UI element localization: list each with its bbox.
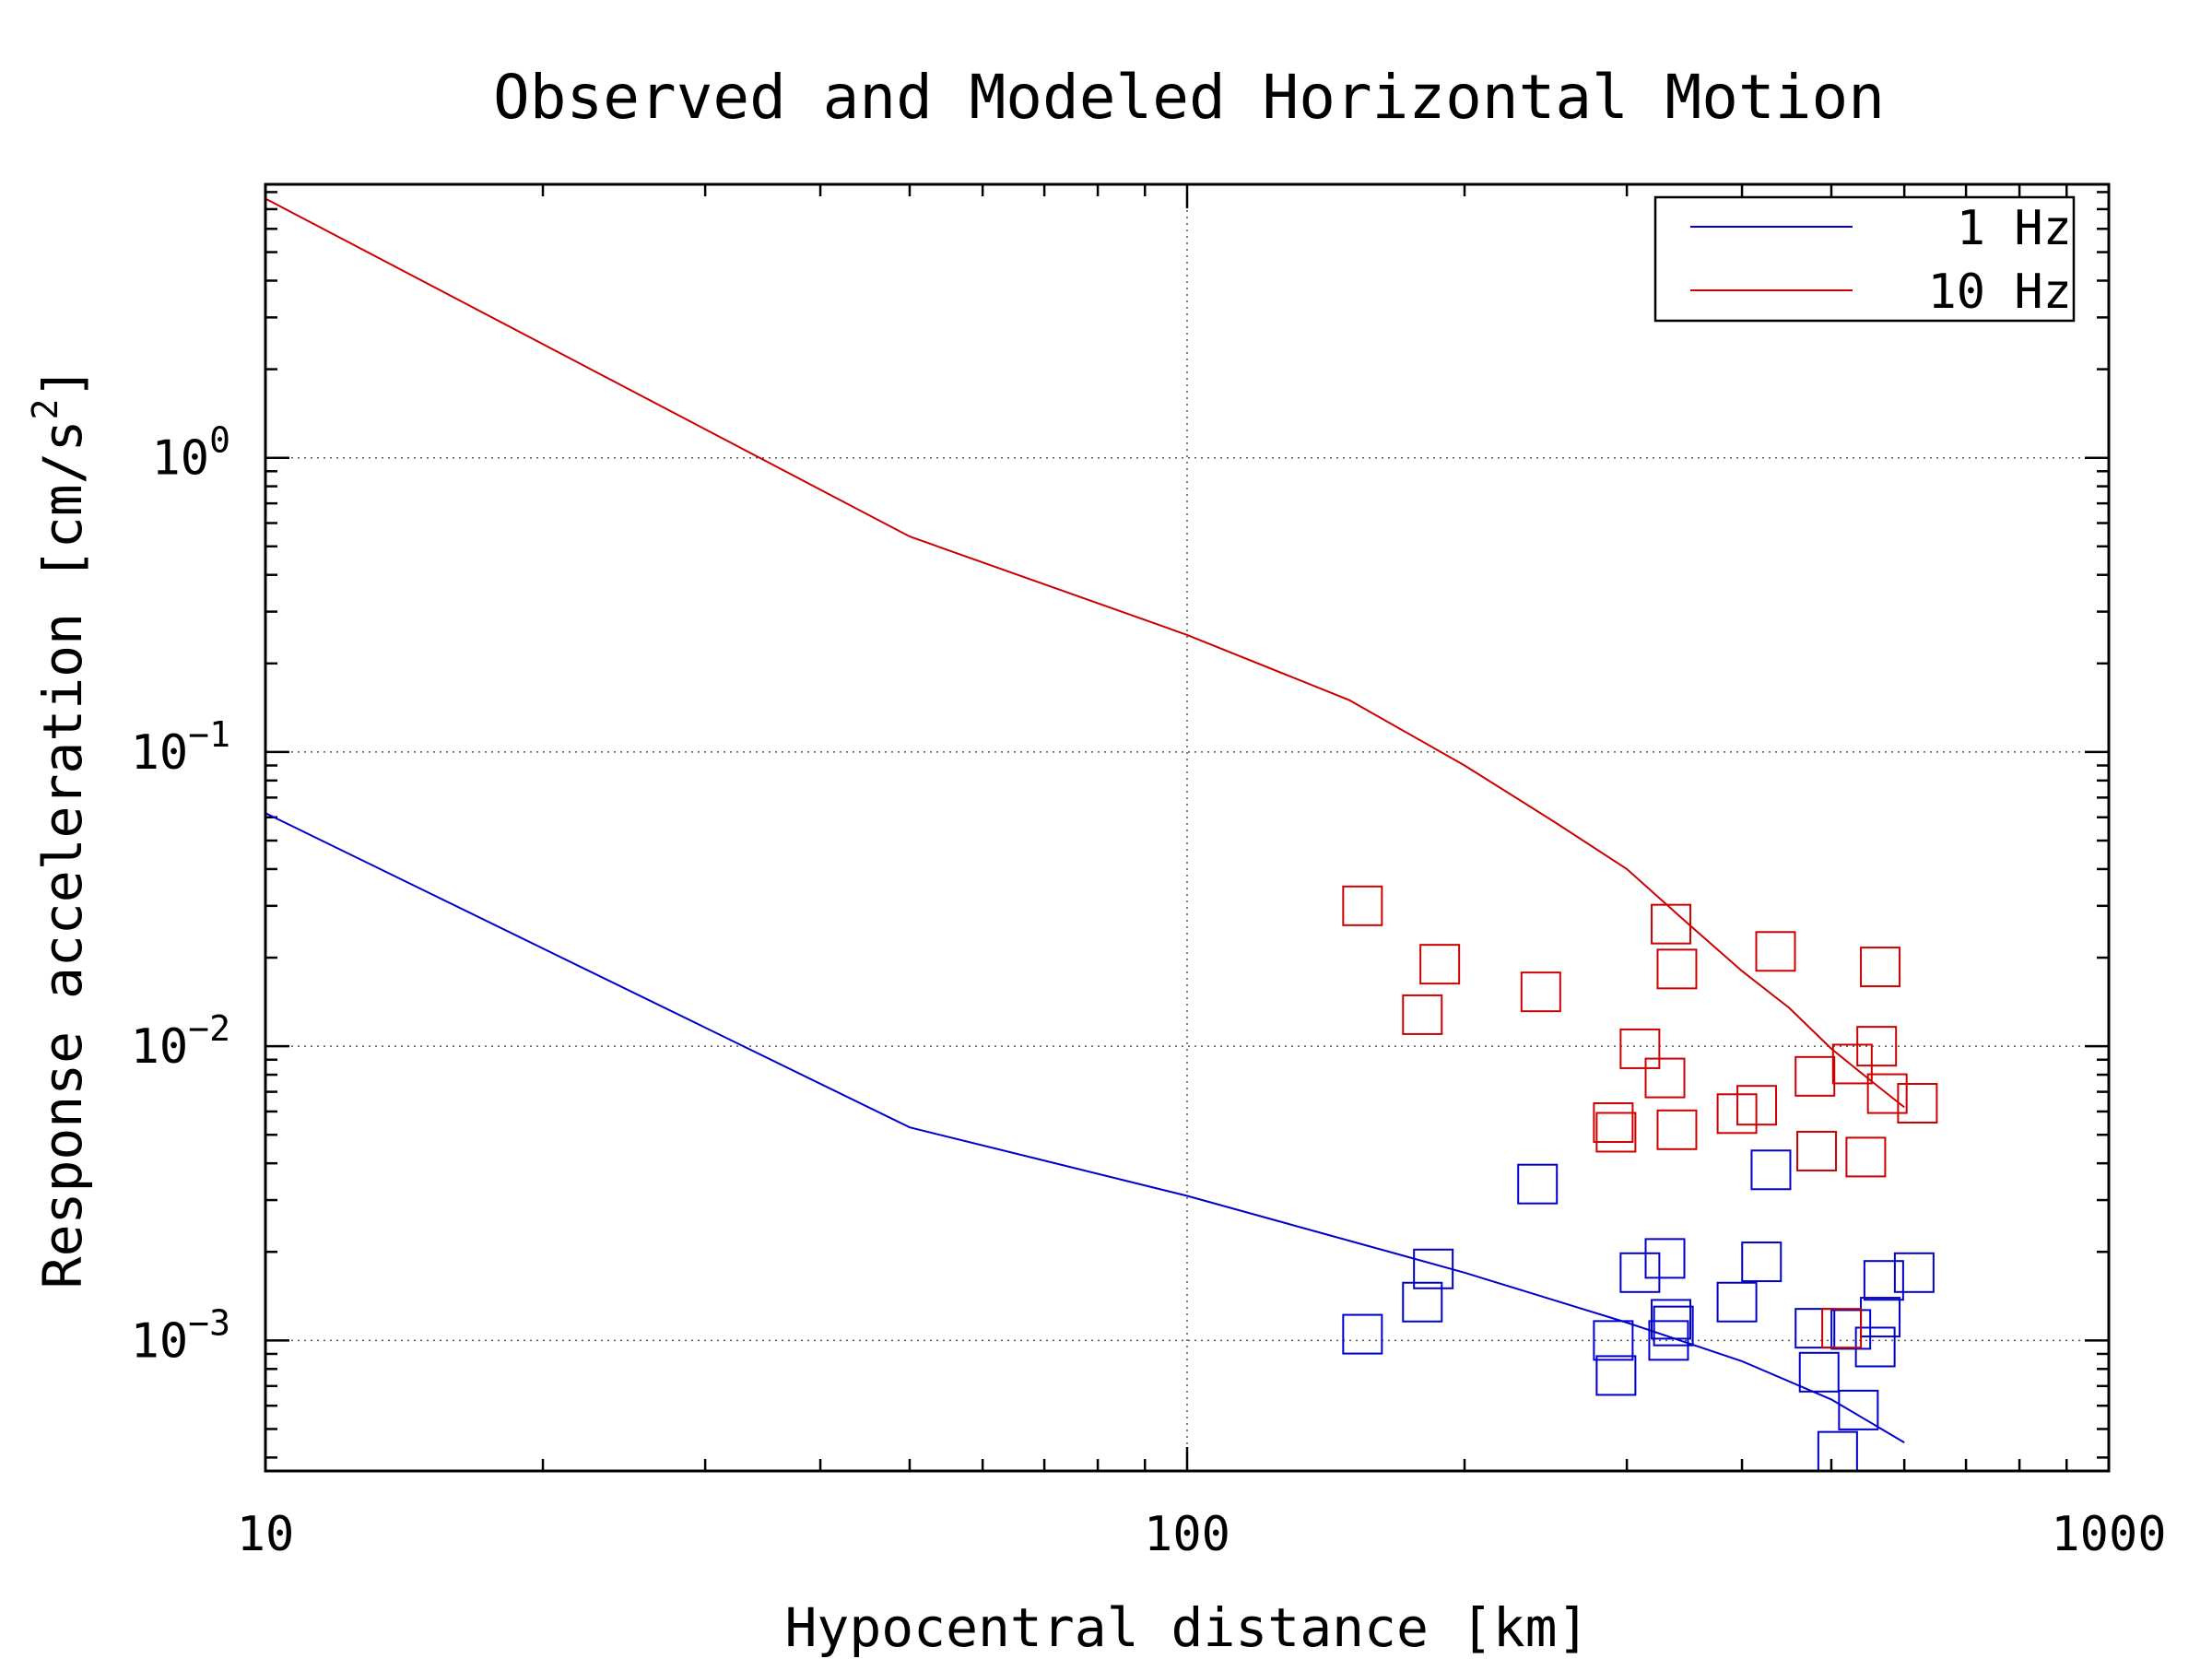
data-point-1-3 [1520, 971, 1561, 1013]
data-point-0-12 [1741, 1241, 1783, 1283]
data-point-1-18 [1845, 1136, 1887, 1178]
data-point-0-17 [1830, 1309, 1872, 1350]
y-tick-label-1: 10−1 [131, 714, 230, 781]
data-point-1-6 [1619, 1028, 1661, 1069]
data-point-1-8 [1651, 903, 1692, 945]
x-tick-label-10: 10 [237, 1507, 295, 1562]
legend: 1 Hz 10 Hz [1653, 195, 2076, 323]
data-point-0-15 [1798, 1351, 1840, 1393]
y-tick-label-base: 10 [151, 431, 209, 487]
data-point-1-20 [1860, 947, 1901, 988]
x-tick-label-100: 100 [1144, 1507, 1230, 1562]
data-point-1-7 [1644, 1057, 1686, 1099]
series-layer [265, 197, 1938, 1472]
model-line-0 [265, 812, 1905, 1443]
data-point-1-5 [1595, 1112, 1637, 1153]
legend-box [1653, 195, 2076, 323]
y-tick-label-base: 10 [131, 1019, 189, 1075]
x-tick-label-1000: 1000 [2051, 1507, 2166, 1562]
data-point-1-0 [1342, 885, 1383, 926]
data-point-0-21 [1863, 1260, 1904, 1301]
legend-label-1hz: 1 Hz [1957, 201, 2072, 256]
x-axis-label: Hypocentral distance [km] [785, 1596, 1590, 1659]
data-point-0-3 [1517, 1163, 1559, 1205]
data-point-1-19 [1856, 1026, 1898, 1067]
data-point-0-2 [1402, 1281, 1443, 1323]
y-tick-label-exponent: 0 [209, 420, 230, 461]
data-point-1-4 [1593, 1102, 1634, 1144]
y-tick-label-base: 10 [131, 1313, 189, 1369]
y-tick-label-2: 10−2 [131, 1008, 230, 1075]
data-point-0-0 [1342, 1313, 1383, 1355]
y-axis-label: Response acceleration [cm/s2] [25, 367, 94, 1289]
data-point-0-4 [1593, 1320, 1634, 1361]
y-axis-label-exponent: 2 [25, 399, 65, 420]
model-line-1 [265, 197, 1905, 1109]
y-tick-label-3: 10−3 [131, 1302, 230, 1369]
legend-label-10hz: 10 Hz [1927, 265, 2072, 320]
data-point-1-10 [1656, 1109, 1698, 1150]
y-tick-label-exponent: −3 [188, 1302, 230, 1343]
data-point-1-17 [1831, 1043, 1873, 1085]
data-point-0-6 [1619, 1252, 1661, 1293]
y-tick-label-exponent: −2 [188, 1008, 230, 1049]
data-point-1-1 [1419, 944, 1461, 985]
data-point-0-22 [1893, 1252, 1935, 1293]
data-point-1-21 [1866, 1073, 1908, 1114]
data-point-0-5 [1595, 1355, 1637, 1396]
y-tick-label-base: 10 [131, 725, 189, 781]
data-point-0-14 [1794, 1308, 1836, 1349]
series-1 [265, 197, 1938, 1349]
data-point-1-9 [1656, 948, 1698, 990]
data-point-0-10 [1653, 1305, 1694, 1347]
y-axis-label-close: ] [31, 367, 94, 399]
plot-area [264, 182, 2111, 1473]
data-point-1-16 [1821, 1308, 1863, 1349]
data-point-0-9 [1651, 1299, 1692, 1340]
y-tick-label-exponent: −1 [188, 714, 230, 755]
data-point-1-12 [1736, 1085, 1778, 1126]
data-point-0-8 [1648, 1320, 1689, 1361]
data-point-1-13 [1755, 931, 1796, 972]
grid [265, 184, 2109, 1471]
y-axis-label-main: Response acceleration [cm/s [31, 420, 94, 1289]
data-point-1-15 [1796, 1130, 1838, 1171]
data-point-0-7 [1644, 1238, 1686, 1279]
plot-frame [264, 182, 2111, 1473]
data-point-1-14 [1794, 1055, 1836, 1097]
data-point-0-13 [1750, 1149, 1792, 1191]
series-0 [265, 812, 1935, 1472]
data-point-0-1 [1413, 1248, 1454, 1289]
data-point-0-18 [1838, 1389, 1879, 1430]
y-tick-label-0: 100 [151, 420, 230, 487]
data-point-0-11 [1716, 1281, 1758, 1323]
data-point-1-22 [1897, 1083, 1938, 1124]
data-point-1-2 [1402, 994, 1443, 1035]
chart-title: Observed and Modeled Horizontal Motion [493, 62, 1885, 133]
